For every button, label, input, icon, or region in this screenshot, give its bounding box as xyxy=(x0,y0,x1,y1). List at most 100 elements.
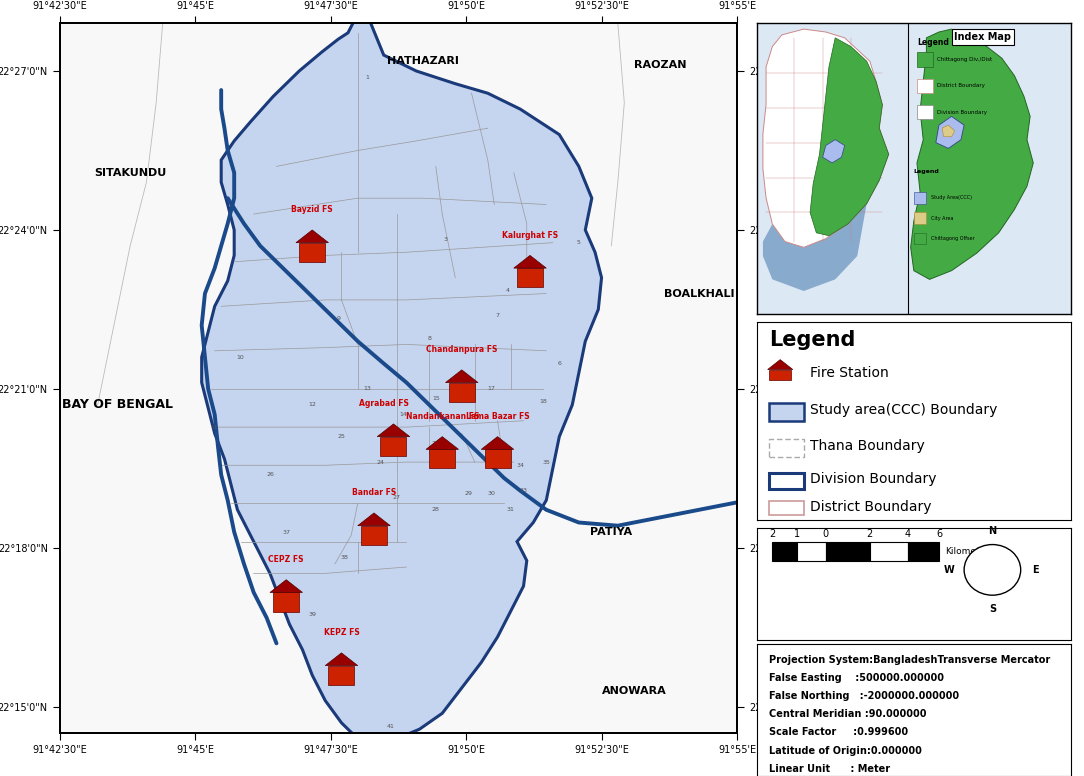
Bar xyxy=(917,78,932,93)
Text: Kilometers: Kilometers xyxy=(945,547,994,556)
Polygon shape xyxy=(911,29,1033,279)
Text: Study area(CCC) Boundary: Study area(CCC) Boundary xyxy=(810,403,997,417)
Text: False Northing   :-2000000.000000: False Northing :-2000000.000000 xyxy=(770,691,959,701)
Bar xyxy=(917,53,932,67)
Text: RAOZAN: RAOZAN xyxy=(634,60,686,70)
Text: 31: 31 xyxy=(506,508,515,512)
Text: 18: 18 xyxy=(539,399,547,404)
Text: Chittagong Offser: Chittagong Offser xyxy=(931,236,975,241)
Text: 10: 10 xyxy=(236,355,245,359)
Text: Division Boundary: Division Boundary xyxy=(810,473,937,487)
Polygon shape xyxy=(325,653,358,666)
Text: 25: 25 xyxy=(337,434,346,439)
Text: 2: 2 xyxy=(320,259,324,265)
Text: False Easting    :500000.000000: False Easting :500000.000000 xyxy=(770,673,944,683)
Bar xyxy=(907,542,939,562)
Bar xyxy=(328,666,354,684)
Text: Scale Factor     :0.999600: Scale Factor :0.999600 xyxy=(770,727,908,737)
Text: W: W xyxy=(944,565,955,575)
Text: Kalurghat FS: Kalurghat FS xyxy=(502,230,558,240)
Polygon shape xyxy=(296,230,328,243)
Text: 34: 34 xyxy=(516,462,525,468)
Text: KEPZ FS: KEPZ FS xyxy=(324,628,360,637)
Text: 38: 38 xyxy=(340,555,349,560)
Text: N: N xyxy=(989,526,996,536)
Text: 4: 4 xyxy=(505,288,509,293)
Polygon shape xyxy=(514,255,546,268)
Text: City Area: City Area xyxy=(931,216,954,220)
Text: District Boundary: District Boundary xyxy=(810,500,931,514)
Text: 9: 9 xyxy=(336,317,340,321)
Text: 28: 28 xyxy=(431,508,440,512)
Text: 6: 6 xyxy=(935,529,942,539)
Bar xyxy=(429,449,455,469)
Bar xyxy=(770,404,803,421)
Bar xyxy=(299,243,325,262)
Text: Lama Bazar FS: Lama Bazar FS xyxy=(466,412,529,421)
Text: 12: 12 xyxy=(308,402,317,407)
Text: 6: 6 xyxy=(557,361,562,366)
Text: Index Map: Index Map xyxy=(955,32,1011,42)
Text: Chandanpura FS: Chandanpura FS xyxy=(426,345,498,354)
Text: BAY OF BENGAL: BAY OF BENGAL xyxy=(62,398,172,411)
Polygon shape xyxy=(942,125,955,137)
Text: Nandankanan FS: Nandankanan FS xyxy=(405,412,479,421)
Text: 5: 5 xyxy=(577,241,581,245)
Text: E: E xyxy=(1032,565,1038,575)
Polygon shape xyxy=(763,204,866,291)
Text: 16: 16 xyxy=(454,393,463,398)
Text: Legend: Legend xyxy=(917,38,948,47)
Text: 1: 1 xyxy=(365,74,370,80)
Text: 33: 33 xyxy=(519,488,528,494)
Text: 7: 7 xyxy=(495,314,500,318)
Polygon shape xyxy=(426,437,459,449)
Polygon shape xyxy=(935,116,964,148)
Text: 29: 29 xyxy=(464,491,473,497)
Text: 13: 13 xyxy=(363,386,372,391)
Text: 41: 41 xyxy=(386,723,395,729)
Bar xyxy=(914,233,927,244)
Bar xyxy=(770,501,803,515)
Text: 27: 27 xyxy=(392,494,401,500)
Bar xyxy=(380,437,406,456)
Polygon shape xyxy=(810,38,889,236)
Text: 0: 0 xyxy=(823,529,829,539)
Text: Latitude of Origin:0.000000: Latitude of Origin:0.000000 xyxy=(770,746,922,756)
Polygon shape xyxy=(823,140,844,163)
Text: Agrabad FS: Agrabad FS xyxy=(359,399,409,408)
Text: 4: 4 xyxy=(904,529,911,539)
Polygon shape xyxy=(270,580,302,592)
Text: Division Boundary: Division Boundary xyxy=(938,109,988,115)
Text: S: S xyxy=(989,604,996,614)
Text: BOALKHALI: BOALKHALI xyxy=(663,289,734,299)
Polygon shape xyxy=(377,424,410,437)
Polygon shape xyxy=(767,359,792,369)
Text: 37: 37 xyxy=(282,529,291,535)
Polygon shape xyxy=(446,370,478,383)
Bar xyxy=(517,268,543,287)
Bar xyxy=(273,592,299,611)
Bar xyxy=(770,438,803,456)
Bar xyxy=(826,542,869,562)
Text: Linear Unit      : Meter: Linear Unit : Meter xyxy=(770,764,890,774)
Circle shape xyxy=(964,545,1021,595)
Text: 2: 2 xyxy=(867,529,873,539)
Text: HATHAZARI: HATHAZARI xyxy=(387,57,459,67)
Polygon shape xyxy=(358,513,390,525)
Text: 22: 22 xyxy=(431,441,440,445)
Text: Legend: Legend xyxy=(914,169,940,174)
Bar xyxy=(485,449,511,469)
Text: 15: 15 xyxy=(431,396,440,401)
Text: 35: 35 xyxy=(542,459,551,465)
Text: Legend: Legend xyxy=(770,330,855,350)
Text: PATIYA: PATIYA xyxy=(591,527,632,537)
Polygon shape xyxy=(763,29,889,248)
Text: Projection System:BangladeshTransverse Mercator: Projection System:BangladeshTransverse M… xyxy=(770,655,1050,664)
Text: 26: 26 xyxy=(266,473,274,477)
Text: 30: 30 xyxy=(487,491,495,497)
Text: 24: 24 xyxy=(376,459,385,465)
Text: 17: 17 xyxy=(487,386,495,391)
Bar xyxy=(770,369,791,380)
Text: 2: 2 xyxy=(770,529,775,539)
Bar xyxy=(361,525,387,545)
